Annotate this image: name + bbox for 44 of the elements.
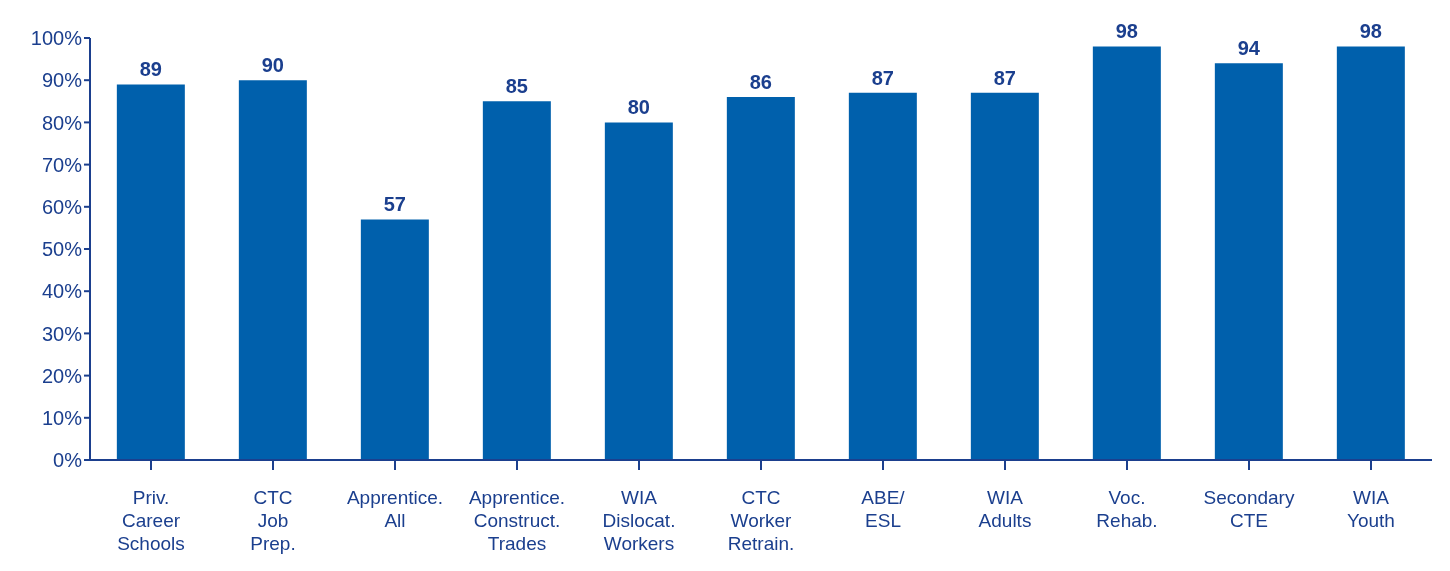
x-tick-label: CTC Worker Retrain.: [727, 487, 795, 554]
bar: [116, 84, 185, 460]
y-tick-label: 0%: [53, 449, 83, 472]
y-tick-label: 100%: [30, 27, 83, 50]
y-tick-label: 30%: [41, 322, 83, 345]
y-tick-label: 20%: [41, 364, 83, 387]
x-tick-label: WIA Youth: [1347, 487, 1395, 531]
x-tick-label: Secondary CTE: [1203, 487, 1295, 531]
data-label: 80: [627, 96, 650, 119]
x-tick-label: Apprentice. All: [346, 487, 444, 531]
bar: [360, 219, 429, 460]
bar: [848, 92, 917, 460]
bar: [238, 80, 307, 460]
bar: [970, 92, 1039, 460]
x-tick-label: Priv. Career Schools: [117, 487, 185, 554]
data-label: 89: [139, 58, 162, 81]
y-tick-label: 60%: [41, 195, 83, 218]
y-tick-label: 70%: [41, 153, 83, 176]
x-tick-label: ABE/ ESL: [861, 487, 906, 531]
x-tick-label: Apprentice. Construct. Trades: [468, 487, 566, 554]
y-tick-label: 10%: [41, 406, 83, 429]
data-label: 98: [1115, 20, 1138, 43]
data-label: 57: [383, 193, 406, 216]
data-label: 86: [749, 71, 772, 94]
x-tick-label: WIA Adults: [978, 487, 1032, 531]
bar: [604, 122, 673, 460]
data-label: 87: [993, 66, 1016, 89]
y-tick-label: 50%: [41, 238, 83, 261]
y-tick-label: 80%: [41, 111, 83, 134]
data-label: 87: [871, 66, 894, 89]
y-tick-label: 40%: [41, 280, 83, 303]
data-label: 94: [1237, 37, 1261, 60]
x-tick-label: Voc. Rehab.: [1096, 487, 1158, 531]
bar: [726, 97, 795, 460]
y-tick-label: 90%: [41, 69, 83, 92]
bar: [1214, 63, 1283, 460]
x-tick-label: WIA Dislocat. Workers: [602, 487, 676, 554]
data-label: 98: [1359, 20, 1382, 43]
bar: [1092, 46, 1161, 460]
data-label: 85: [505, 75, 528, 98]
data-label: 90: [261, 54, 284, 77]
x-tick-label: CTC Job Prep.: [250, 487, 296, 554]
bar: [1336, 46, 1405, 460]
bar: [482, 101, 551, 460]
